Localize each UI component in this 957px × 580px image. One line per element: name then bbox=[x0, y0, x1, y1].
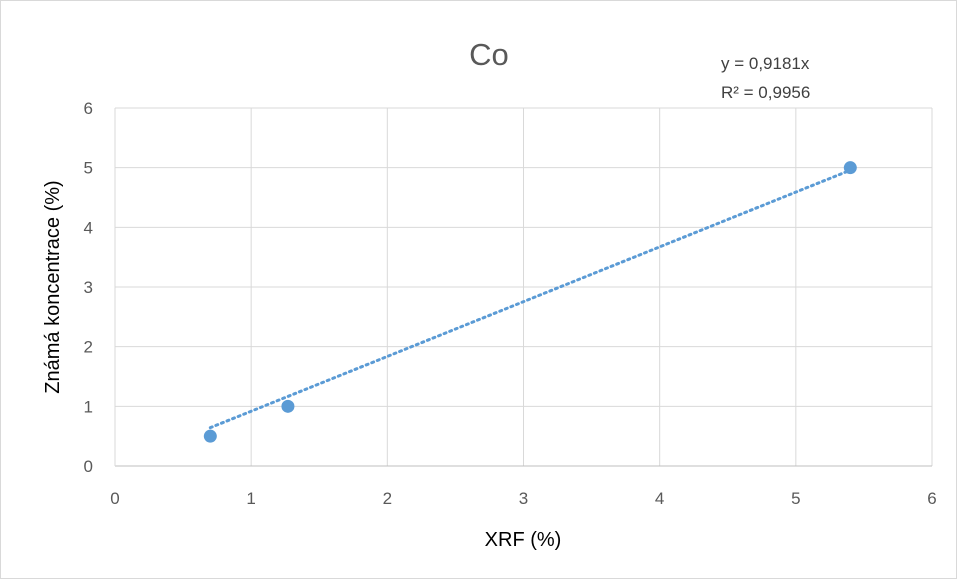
x-axis-title: XRF (%) bbox=[485, 529, 562, 551]
data-point bbox=[281, 399, 295, 413]
y-tick-label: 1 bbox=[84, 397, 93, 416]
trendline-r-squared: R² = 0,9956 bbox=[721, 83, 810, 102]
trendline-group bbox=[208, 168, 852, 430]
axes bbox=[114, 108, 932, 467]
data-point bbox=[843, 161, 857, 175]
data-point bbox=[203, 429, 217, 443]
trendline bbox=[208, 168, 852, 430]
x-tick-label: 2 bbox=[383, 489, 392, 508]
y-tick-label: 0 bbox=[84, 457, 93, 476]
x-tick-label: 6 bbox=[927, 489, 936, 508]
x-tick-label: 5 bbox=[791, 489, 800, 508]
gridlines bbox=[115, 107, 933, 466]
x-tick-label: 3 bbox=[519, 489, 528, 508]
axis-labels: 0 1 2 3 4 5 6 0 1 2 3 4 5 6 bbox=[84, 99, 937, 508]
trendline-equation: y = 0,9181x bbox=[721, 54, 810, 73]
y-axis-title: Známá koncentrace (%) bbox=[42, 180, 64, 393]
x-tick-label: 4 bbox=[655, 489, 664, 508]
y-tick-label: 4 bbox=[84, 218, 93, 237]
y-tick-label: 3 bbox=[84, 278, 93, 297]
y-tick-label: 5 bbox=[84, 159, 93, 178]
y-tick-label: 6 bbox=[84, 99, 93, 118]
x-tick-label: 1 bbox=[246, 489, 255, 508]
y-tick-label: 2 bbox=[84, 338, 93, 357]
chart-title: Co bbox=[469, 37, 509, 72]
x-tick-label: 0 bbox=[110, 489, 119, 508]
data-points bbox=[203, 161, 857, 443]
